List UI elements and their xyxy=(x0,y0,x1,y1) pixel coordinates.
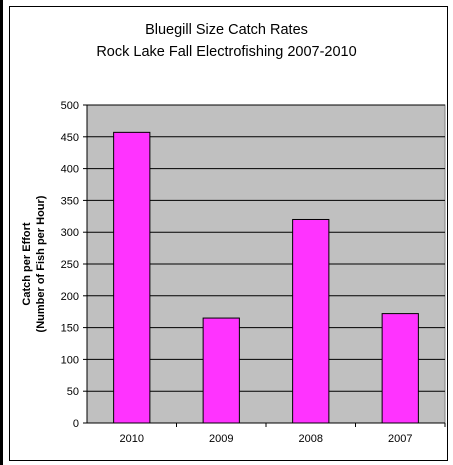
x-tick-labels: 2010 2009 2008 2007 xyxy=(120,423,446,445)
y-tick-label: 450 xyxy=(61,132,79,144)
y-tick-label: 300 xyxy=(61,227,79,239)
x-tick-label-2007: 2007 xyxy=(388,433,412,445)
y-axis-label-line-2: (Number of Fish per Hour) xyxy=(35,195,47,332)
x-tick-label-2008: 2008 xyxy=(299,433,323,445)
y-tick-label: 400 xyxy=(61,164,79,176)
y-tick-label: 100 xyxy=(61,354,79,366)
bar-2008 xyxy=(292,218,330,424)
x-tick-label-2010: 2010 xyxy=(120,433,144,445)
bars xyxy=(113,131,419,424)
y-tick-label: 200 xyxy=(61,291,79,303)
y-tick-labels: 0 50 100 150 200 250 300 350 400 450 500 xyxy=(61,100,87,430)
y-tick-label: 500 xyxy=(61,100,79,112)
chart-title-line-2: Rock Lake Fall Electrofishing 2007-2010 xyxy=(96,44,357,60)
y-tick-label: 150 xyxy=(61,323,79,335)
y-tick-label: 350 xyxy=(61,195,79,207)
chart-title-line-1: Bluegill Size Catch Rates xyxy=(145,22,308,38)
x-tick-label-2009: 2009 xyxy=(209,433,233,445)
y-tick-label: 250 xyxy=(61,259,79,271)
page-left-border xyxy=(0,0,3,465)
y-tick-label: 50 xyxy=(67,386,79,398)
bar-2010 xyxy=(113,131,151,424)
y-tick-label: 0 xyxy=(73,418,79,430)
y-axis-label-line-1: Catch per Effort xyxy=(21,222,33,305)
bar-2007 xyxy=(381,313,419,424)
bar-2009 xyxy=(202,317,240,424)
